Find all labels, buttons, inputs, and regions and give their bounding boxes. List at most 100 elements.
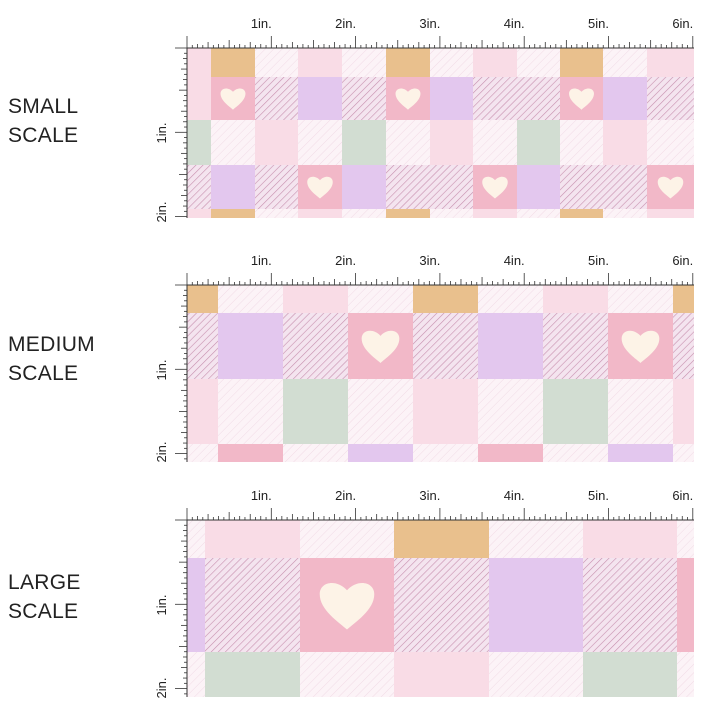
ruler-v-label: 1in. — [154, 123, 169, 144]
swatch-cell-plaid — [560, 165, 603, 209]
swatch-cell-pale — [255, 209, 298, 218]
ruler-h-label: 2in. — [335, 488, 356, 503]
heart-icon — [361, 330, 400, 363]
swatch-cell-plaid — [187, 165, 211, 209]
swatch-cell-lp — [205, 520, 300, 558]
ruler-h-label: 6in. — [672, 488, 693, 503]
swatch-cell-sage — [583, 652, 677, 697]
fabric-swatch-medium — [187, 285, 694, 462]
swatch-cell-lav — [342, 165, 386, 209]
swatch-cell-pale — [300, 520, 394, 558]
fabric-swatch-small — [187, 48, 694, 218]
swatch-cell-lav — [608, 444, 673, 462]
ruler-h-label: 6in. — [672, 253, 693, 268]
swatch-cell-sage — [517, 120, 560, 165]
swatch-cell-lav — [348, 444, 413, 462]
ruler-large: 1in. 2in. 3in. 4in. 5in. 6in. 1in. 2in. — [154, 488, 694, 698]
small-label-line-1: SMALL — [8, 95, 79, 118]
swatch-cell-pale — [608, 285, 673, 313]
swatch-cell-pale — [255, 48, 298, 77]
swatch-cell-pale — [430, 209, 473, 218]
swatch-cell-sage — [543, 379, 608, 444]
ruler-v-label: 2in. — [154, 202, 169, 223]
swatch-cell-plaid — [583, 558, 677, 652]
sample-small-label: SMALL SCALE — [8, 92, 78, 150]
sample-large-label: LARGE SCALE — [8, 568, 81, 626]
swatch-cell-pale — [218, 379, 283, 444]
swatch-cell-lp — [187, 209, 211, 218]
swatch-cell-pale — [517, 48, 560, 77]
swatch-cell-lp — [543, 285, 608, 313]
swatch-cell-plaid — [187, 313, 218, 379]
ruler-medium: 1in. 2in. 3in. 4in. 5in. 6in. 1in. 2in. — [154, 253, 694, 462]
swatch-cell-lp — [187, 48, 211, 77]
medium-label-line-2: SCALE — [8, 362, 79, 385]
swatch-cell-pale — [283, 444, 348, 462]
heart-icon — [319, 583, 375, 630]
swatch-cell-pale — [478, 285, 543, 313]
heart-icon — [482, 176, 508, 199]
ruler-h-label: 6in. — [672, 16, 693, 31]
swatch-cell-pale — [348, 379, 413, 444]
swatch-cell-pale — [647, 120, 694, 165]
swatch-cell-tan — [187, 285, 218, 313]
swatch-cell-lav — [478, 313, 543, 379]
ruler-h-label: 4in. — [504, 16, 525, 31]
swatch-cell-sage — [283, 379, 348, 444]
swatch-cell-pale — [677, 652, 694, 697]
ruler-small: 1in. 2in. 3in. 4in. 5in. 6in. 1in. 2in. — [154, 16, 694, 222]
swatch-cell-lp — [473, 209, 517, 218]
swatch-cell-pale — [187, 520, 205, 558]
swatch-cell-tan — [211, 209, 255, 218]
swatch-cell-pale — [489, 652, 583, 697]
sample-medium-label: MEDIUM SCALE — [8, 330, 95, 388]
heart-icon — [657, 176, 684, 199]
ruler-h-label: 2in. — [335, 253, 356, 268]
ruler-h-label: 5in. — [588, 253, 609, 268]
swatch-cell-pale — [673, 444, 694, 462]
ruler-h-label: 1in. — [251, 488, 272, 503]
swatch-cell-lp — [413, 379, 478, 444]
swatch-cell-pale — [386, 120, 430, 165]
ruler-v-label: 2in. — [154, 442, 169, 463]
swatch-cell-lav — [517, 165, 560, 209]
swatch-cell-pale — [603, 209, 647, 218]
ruler-v-label: 1in. — [154, 595, 169, 616]
swatch-cell-pale — [478, 379, 543, 444]
swatch-cell-plaid — [413, 313, 478, 379]
swatch-cell-plaid — [255, 165, 298, 209]
ruler-h-label: 4in. — [504, 253, 525, 268]
swatch-cell-plaid — [342, 77, 386, 120]
swatch-cell-lav — [218, 313, 283, 379]
swatch-cell-pale — [187, 652, 205, 697]
heart-icon — [220, 88, 246, 110]
swatch-cell-pink — [677, 558, 694, 652]
swatch-cell-tan — [560, 48, 603, 77]
swatch-cell-pink — [478, 444, 543, 462]
swatch-cell-pale — [517, 209, 560, 218]
swatch-cell-lp — [255, 120, 298, 165]
swatch-cell-lav — [187, 558, 205, 652]
swatch-cell-lp — [673, 379, 694, 444]
swatch-cell-pale — [608, 379, 673, 444]
swatch-cell-pale — [430, 48, 473, 77]
small-label-line-2: SCALE — [8, 124, 79, 147]
ruler-v-label: 2in. — [154, 678, 169, 699]
ruler-h-label: 5in. — [588, 488, 609, 503]
swatch-cell-pale — [187, 444, 218, 462]
swatch-cell-pale — [603, 48, 647, 77]
swatch-cell-plaid — [673, 313, 694, 379]
swatch-cell-lp — [603, 120, 647, 165]
swatch-cell-tan — [413, 285, 478, 313]
heart-icon — [569, 88, 594, 110]
swatch-cell-lav — [430, 77, 473, 120]
swatch-cell-lp — [473, 48, 517, 77]
fabric-swatch-large — [187, 520, 694, 697]
swatch-cell-pale — [489, 520, 583, 558]
ruler-h-label: 4in. — [504, 488, 525, 503]
swatch-cell-lp — [283, 285, 348, 313]
swatch-cell-plaid — [473, 77, 517, 120]
ruler-h-label: 3in. — [419, 253, 440, 268]
swatch-cell-tan — [211, 48, 255, 77]
